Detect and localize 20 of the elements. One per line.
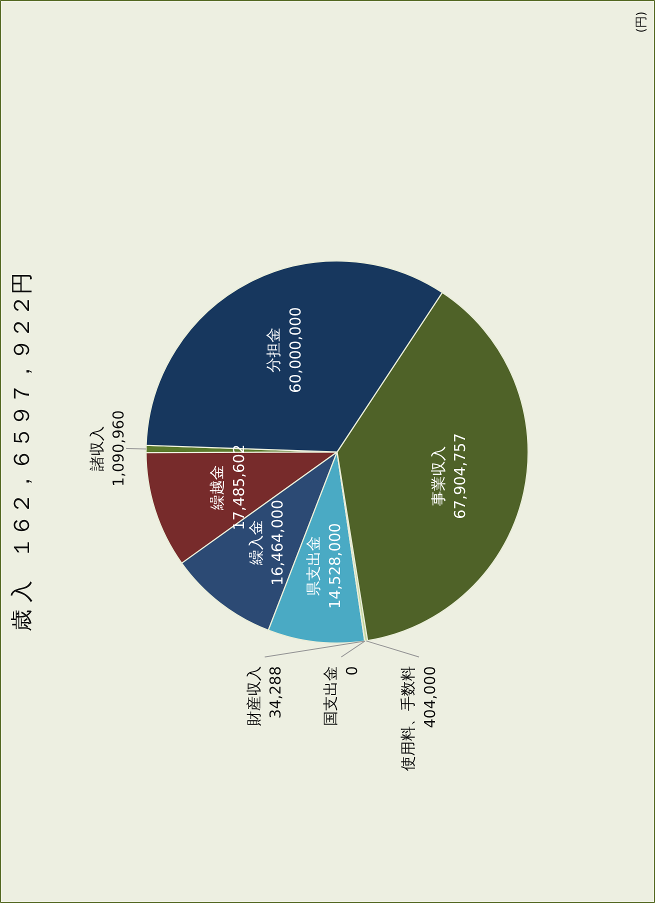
data-label: 34,288 <box>266 666 285 719</box>
data-label: 17,485,602 <box>230 444 248 530</box>
text: 0 <box>343 666 362 676</box>
data-label: 16,464,000 <box>268 500 287 586</box>
data-label: 14,528,000 <box>326 523 344 609</box>
text: 歳 入 １６２，６５９７，９２２円 <box>10 272 35 632</box>
slice-label: 財産収入 <box>244 666 263 726</box>
slice-label: 繰越金 <box>208 464 226 511</box>
data-label: 67,904,757 <box>450 433 469 520</box>
slice-label: 繰入金 <box>247 520 266 566</box>
slice-label: 県支出金 <box>304 536 323 596</box>
slice-label: 事業収入 <box>429 446 448 506</box>
data-label: 60,000,000 <box>286 307 304 394</box>
data-label: 404,000 <box>420 666 439 728</box>
data-label: 1,090,960 <box>110 410 128 487</box>
slice-label: 分担金 <box>264 328 283 373</box>
legend-label: 国支出金 <box>321 666 340 726</box>
text: (円) <box>634 11 648 33</box>
slice-label: 使用料、手数料 <box>399 666 418 772</box>
slice-label: 諸収入 <box>88 426 106 471</box>
